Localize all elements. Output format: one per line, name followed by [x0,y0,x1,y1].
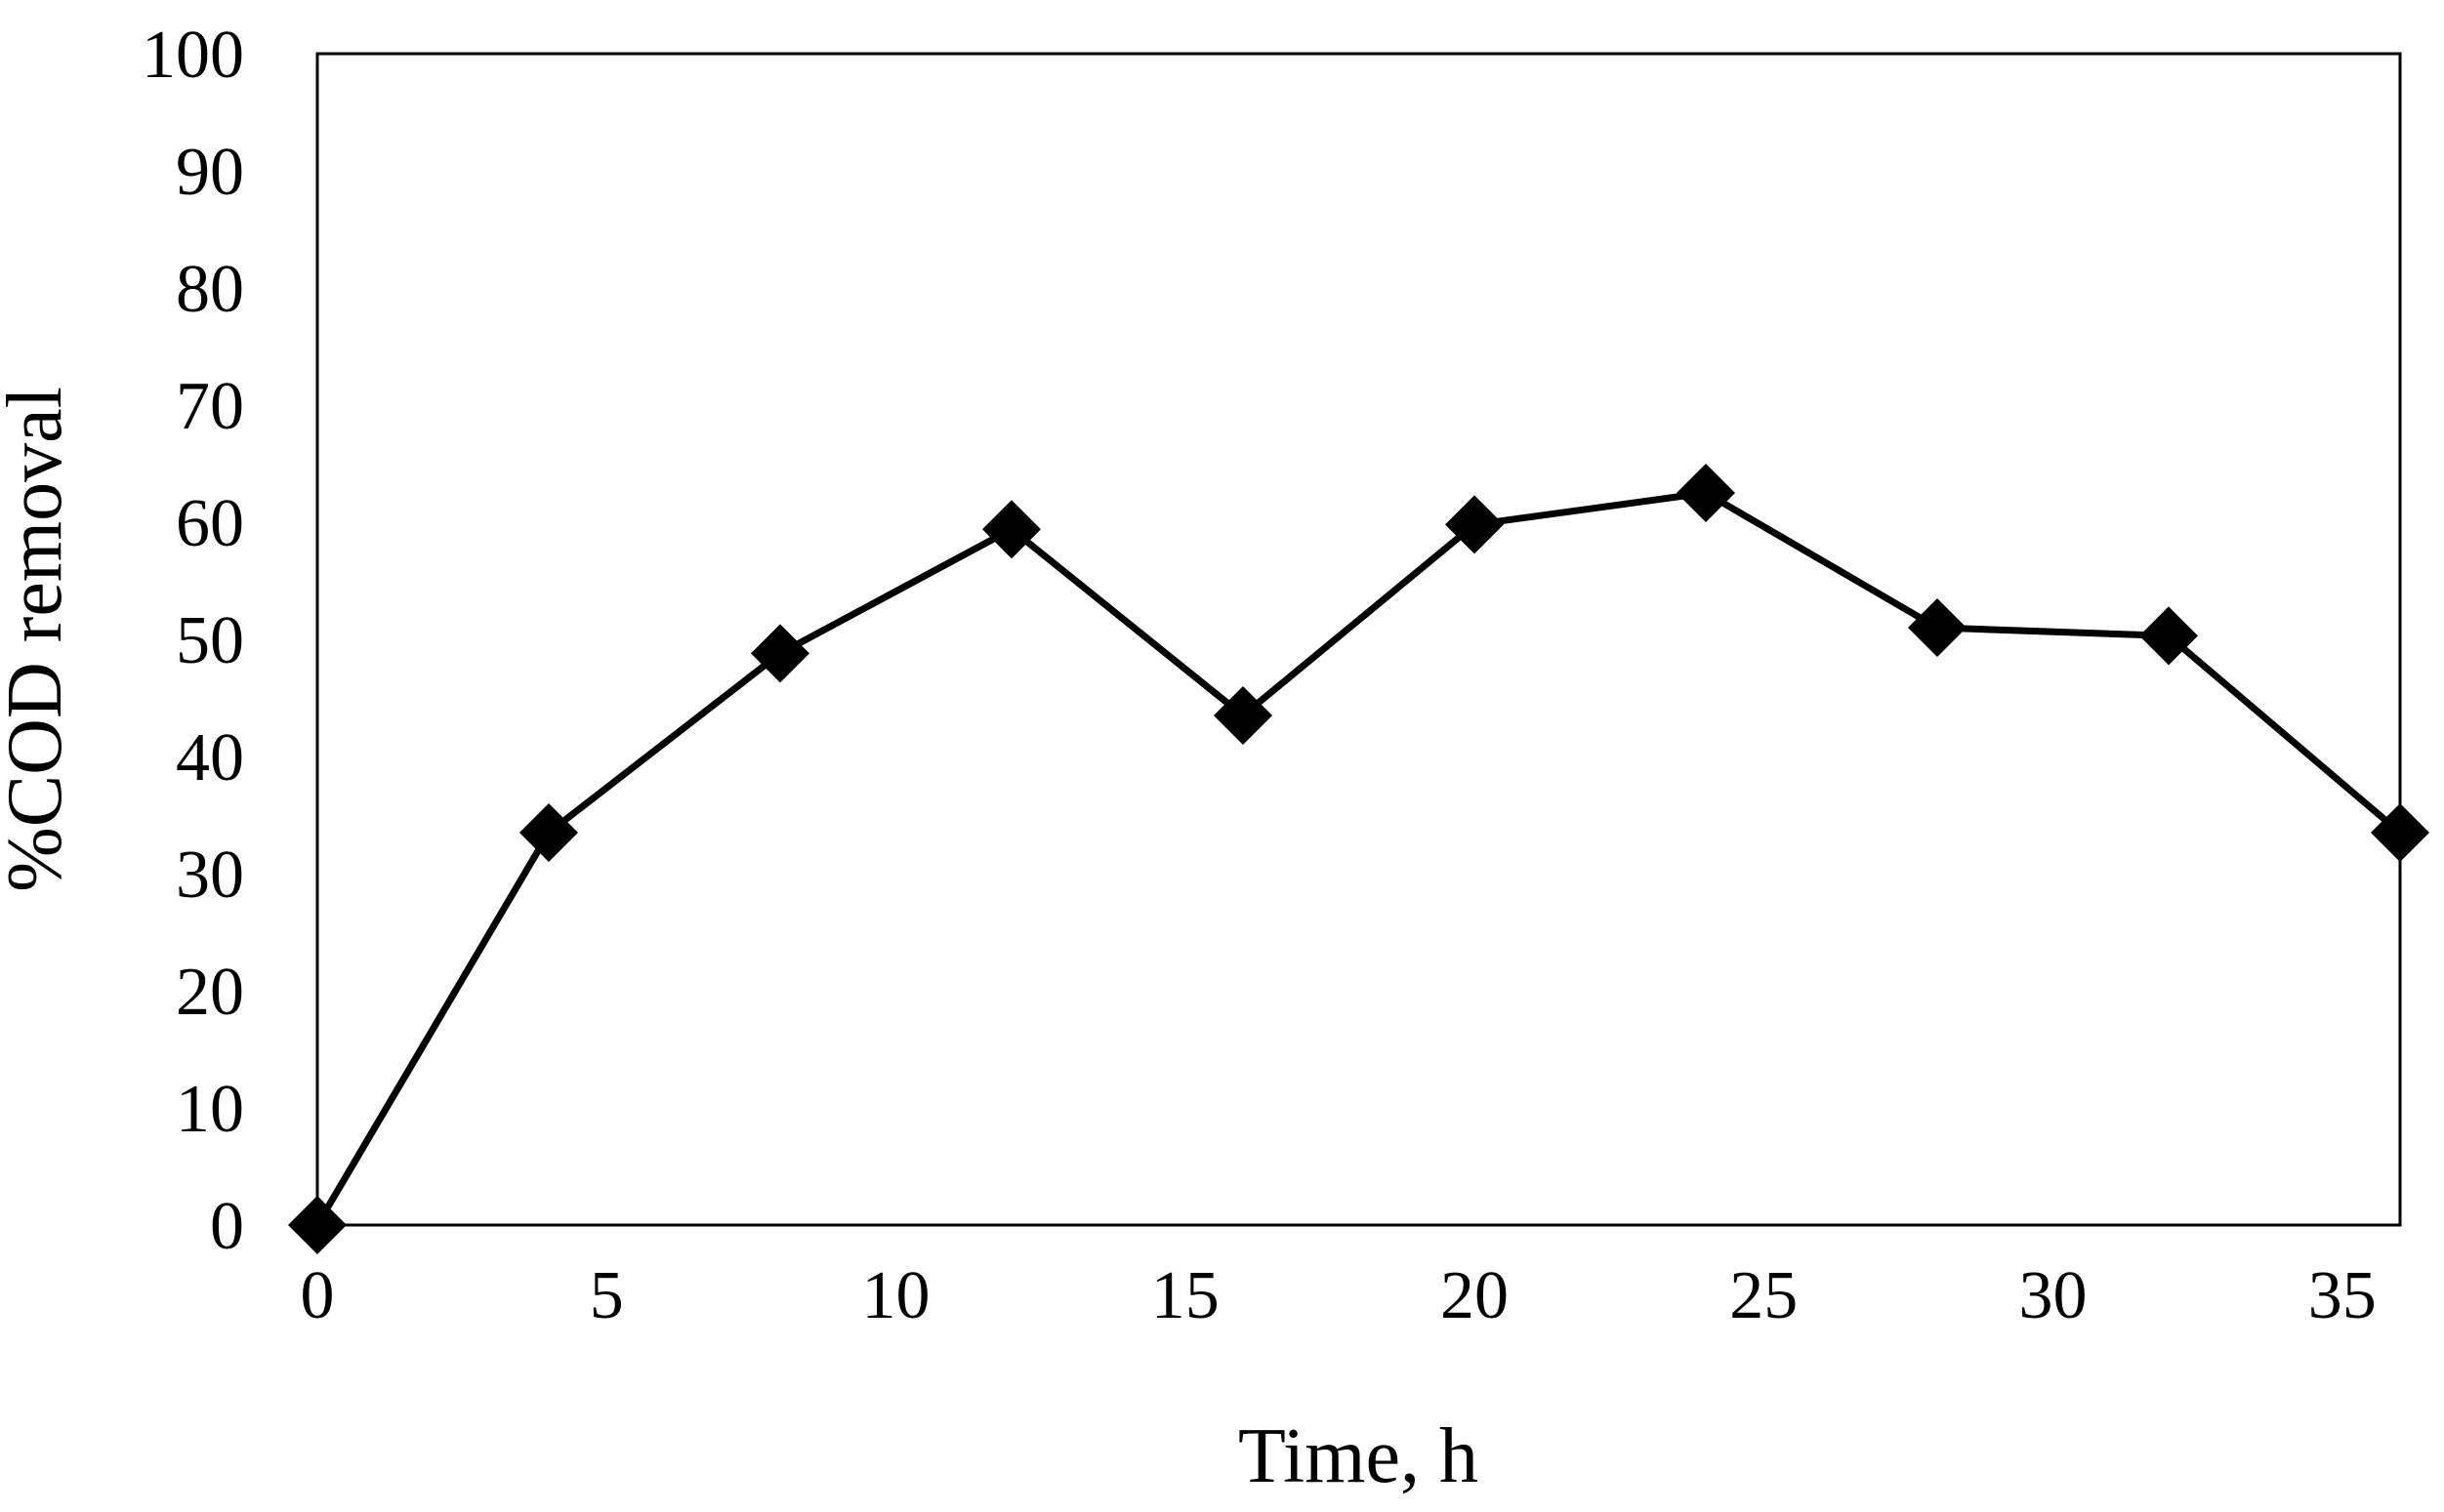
y-tick-label: 50 [176,603,244,678]
x-tick-label: 25 [1729,1258,1798,1333]
y-tick-labels: 0 10 20 30 40 50 60 70 80 90 100 [142,18,244,1264]
x-tick-label: 0 [301,1258,335,1333]
data-point-marker [288,1196,347,1254]
plot-area [315,52,2402,1227]
y-tick-label: 40 [176,720,244,796]
y-tick-label: 30 [176,838,244,913]
y-tick-label: 100 [142,18,244,93]
y-tick-label: 10 [176,1072,244,1147]
x-tick-label: 20 [1440,1258,1509,1333]
x-tick-label: 30 [2019,1258,2088,1333]
data-point-marker [1908,598,1967,657]
data-point-marker [2139,606,2198,666]
y-tick-label: 0 [210,1189,244,1264]
data-point-marker [2371,803,2429,862]
data-point-marker [519,803,578,862]
x-tick-labels: 0 5 10 15 20 25 30 35 [301,1258,2377,1333]
y-tick-label: 60 [176,486,244,561]
data-point-marker [751,624,809,683]
x-tick-label: 10 [862,1258,931,1333]
y-axis-title: %COD removal [0,387,78,892]
x-tick-label: 35 [2308,1258,2377,1333]
x-tick-label: 5 [590,1258,624,1333]
series-markers [288,464,2429,1254]
y-tick-label: 70 [176,369,244,444]
y-tick-label: 80 [176,252,244,327]
data-point-marker [1214,686,1272,745]
data-point-marker [1677,464,1735,522]
y-tick-label: 20 [176,955,244,1030]
data-point-marker [1445,495,1504,554]
x-tick-label: 15 [1151,1258,1220,1333]
data-point-marker [982,500,1041,559]
x-axis-title: Time, h [1238,1413,1478,1499]
series-line [313,489,2403,1227]
y-tick-label: 90 [176,135,244,210]
